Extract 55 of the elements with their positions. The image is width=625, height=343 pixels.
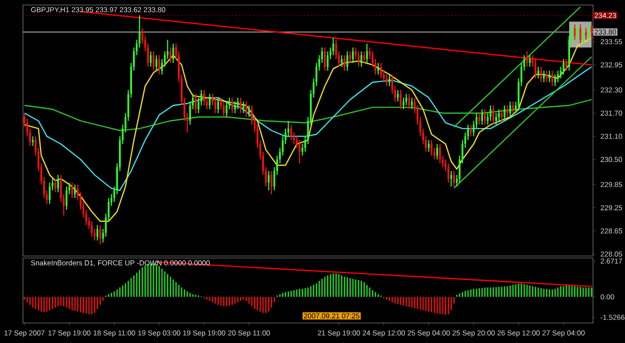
candlestick bbox=[360, 50, 362, 68]
candlestick bbox=[352, 46, 354, 64]
candlestick bbox=[439, 143, 441, 164]
candlestick bbox=[506, 104, 508, 118]
candlestick bbox=[408, 93, 410, 110]
candlestick bbox=[484, 108, 486, 126]
candlestick bbox=[71, 182, 74, 199]
candlestick bbox=[152, 50, 154, 72]
candlestick bbox=[411, 97, 413, 110]
candlestick bbox=[242, 101, 244, 114]
candlestick bbox=[170, 46, 172, 64]
candlestick bbox=[396, 89, 399, 102]
candlestick bbox=[481, 108, 483, 126]
candlestick bbox=[490, 104, 492, 122]
candlestick bbox=[226, 101, 228, 118]
candlestick bbox=[542, 70, 545, 83]
candlestick bbox=[74, 184, 76, 199]
candlestick bbox=[430, 140, 432, 156]
candlestick bbox=[526, 50, 528, 68]
line-series bbox=[24, 66, 592, 191]
candlestick bbox=[540, 66, 542, 83]
candlestick bbox=[344, 54, 346, 72]
candlestick bbox=[512, 101, 514, 114]
candlestick bbox=[498, 108, 500, 122]
candlestick bbox=[96, 224, 98, 242]
candlestick bbox=[562, 58, 564, 76]
candlestick bbox=[270, 170, 272, 195]
candlestick bbox=[203, 89, 206, 106]
candlestick bbox=[576, 24, 578, 40]
candlestick bbox=[388, 74, 390, 87]
candlestick bbox=[504, 104, 506, 122]
candlestick bbox=[358, 50, 360, 68]
candlestick bbox=[534, 58, 536, 79]
candlestick bbox=[453, 170, 455, 188]
candlestick bbox=[448, 162, 450, 184]
candlestick bbox=[579, 24, 582, 44]
candlestick bbox=[386, 74, 388, 87]
candlestick bbox=[548, 70, 550, 83]
candlestick bbox=[155, 54, 158, 72]
candlestick bbox=[554, 74, 556, 87]
candlestick bbox=[240, 97, 242, 114]
candlestick bbox=[402, 97, 404, 110]
candlestick bbox=[349, 50, 352, 64]
candlestick bbox=[57, 174, 59, 193]
candlestick bbox=[366, 43, 368, 64]
candlestick bbox=[234, 101, 236, 114]
candlestick bbox=[380, 62, 382, 79]
candlestick bbox=[470, 124, 472, 137]
candlestick bbox=[248, 104, 250, 118]
candlestick bbox=[590, 24, 592, 40]
candlestick bbox=[66, 186, 68, 210]
candlestick bbox=[557, 70, 559, 83]
candlestick bbox=[495, 112, 498, 126]
candlestick bbox=[298, 140, 300, 164]
candlestick bbox=[585, 28, 587, 40]
